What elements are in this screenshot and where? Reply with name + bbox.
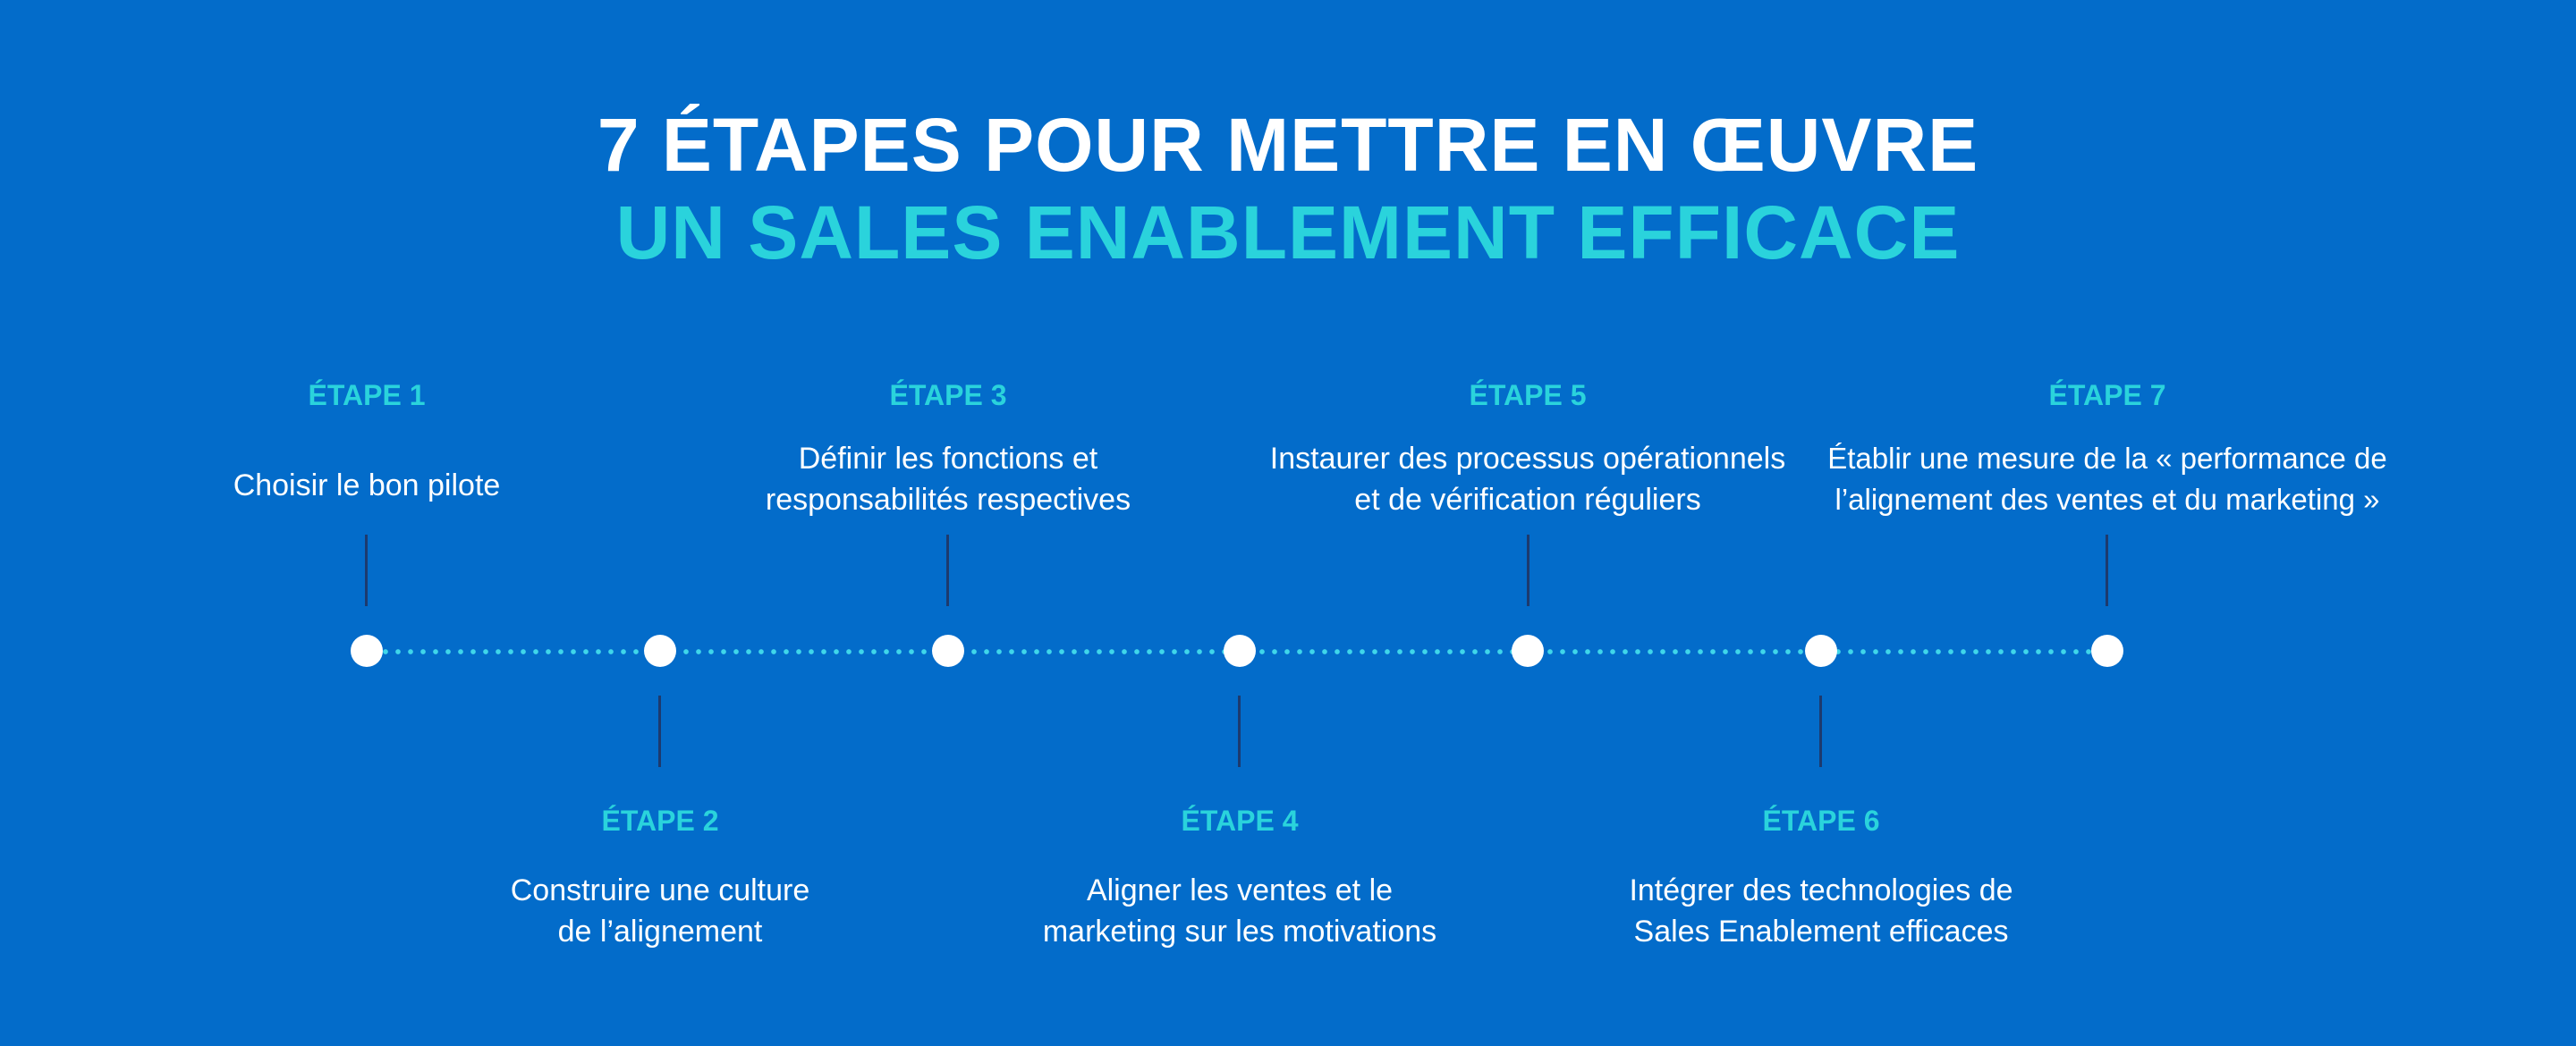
step-5-description-line-1: Instaurer des processus opérationnels xyxy=(1269,442,1786,476)
step-7-description-line-2: l’alignement des ventes et du marketing … xyxy=(1835,483,2380,516)
step-6-description-line-1: Intégrer des technologies de xyxy=(1629,873,2013,907)
step-1-description-line-1: Choisir le bon pilote xyxy=(233,468,501,502)
step-1-connector xyxy=(365,535,368,606)
step-3-node xyxy=(932,635,964,667)
step-2-label: ÉTAPE 2 xyxy=(601,805,719,837)
step-5-description: Instaurer des processus opérationnels et… xyxy=(1233,438,1823,520)
step-2-connector xyxy=(658,696,661,767)
step-3-label: ÉTAPE 3 xyxy=(889,379,1007,411)
step-4-description-line-2: marketing sur les motivations xyxy=(1042,915,1437,949)
step-6-label: ÉTAPE 6 xyxy=(1762,805,1880,837)
step-2-node xyxy=(644,635,676,667)
title-line-1: 7 ÉTAPES POUR METTRE EN ŒUVRE xyxy=(597,103,1979,187)
step-2-description: Construire une culture de l’alignement xyxy=(365,870,955,952)
step-7-label: ÉTAPE 7 xyxy=(2048,379,2166,411)
step-4-description-line-1: Aligner les ventes et le xyxy=(1086,873,1394,907)
step-5-node xyxy=(1512,635,1544,667)
step-6-description: Intégrer des technologies de Sales Enabl… xyxy=(1526,870,2116,952)
step-5-connector xyxy=(1527,535,1530,606)
step-7-description: Établir une mesure de la « performance d… xyxy=(1803,438,2411,520)
step-3-connector xyxy=(946,535,949,606)
step-4-description: Aligner les ventes et le marketing sur l… xyxy=(945,870,1535,952)
step-5-label: ÉTAPE 5 xyxy=(1469,379,1587,411)
step-1-node xyxy=(351,635,383,667)
step-7-node xyxy=(2091,635,2123,667)
step-6-node xyxy=(1805,635,1837,667)
title-line-2: UN SALES ENABLEMENT EFFICACE xyxy=(615,190,1961,274)
step-1-description: Choisir le bon pilote xyxy=(72,465,662,506)
step-3-description-line-1: Définir les fonctions et xyxy=(798,442,1098,476)
step-2-description-line-1: Construire une culture xyxy=(510,873,810,907)
step-1-label: ÉTAPE 1 xyxy=(308,379,426,411)
step-2-description-line-2: de l’alignement xyxy=(557,915,763,949)
step-6-connector xyxy=(1819,696,1822,767)
step-4-connector xyxy=(1238,696,1241,767)
step-7-connector xyxy=(2106,535,2108,606)
step-7-description-line-1: Établir une mesure de la « performance d… xyxy=(1827,442,2387,475)
step-5-description-line-2: et de vérification réguliers xyxy=(1354,483,1701,517)
step-6-description-line-2: Sales Enablement efficaces xyxy=(1633,915,2009,949)
step-3-description: Définir les fonctions et responsabilités… xyxy=(653,438,1243,520)
step-3-description-line-2: responsabilités respectives xyxy=(765,483,1131,517)
step-4-label: ÉTAPE 4 xyxy=(1181,805,1299,837)
step-4-node xyxy=(1224,635,1256,667)
